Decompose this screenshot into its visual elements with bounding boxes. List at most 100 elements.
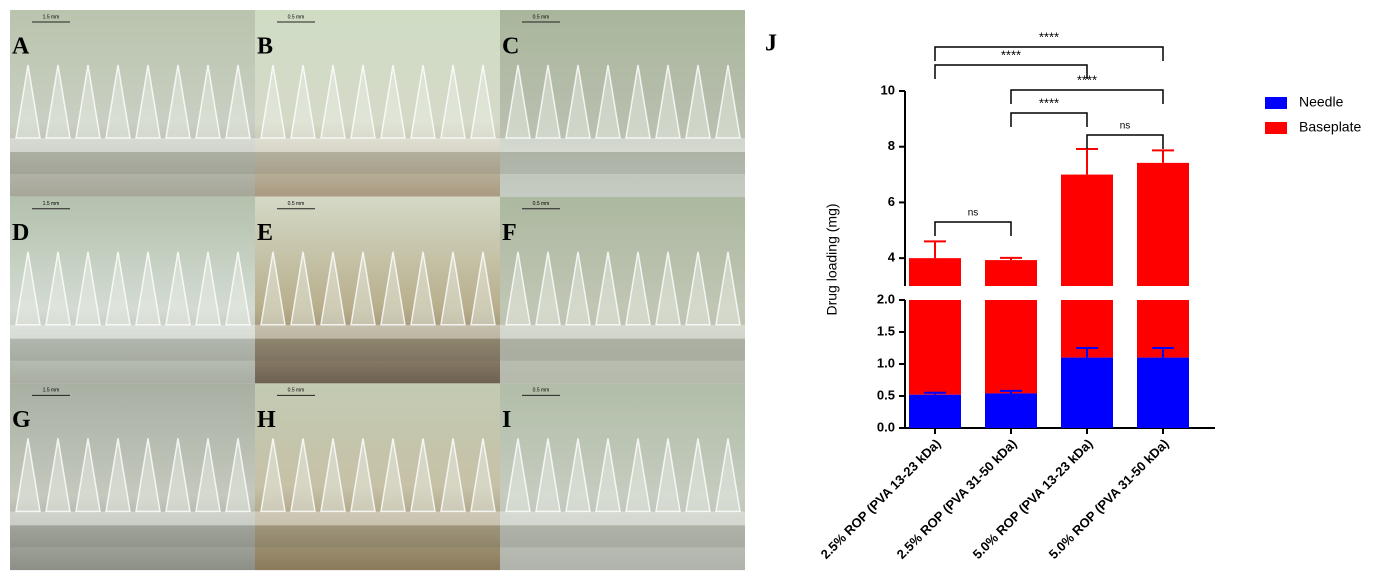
needle-shape xyxy=(15,64,41,139)
bar-segment xyxy=(985,300,1037,394)
scale-bar-label: 0.5 mm xyxy=(288,14,305,20)
significance-label: ns xyxy=(968,208,979,219)
legend-label: Needle xyxy=(1299,94,1344,110)
bar-segment xyxy=(985,393,1037,428)
baseplate-band xyxy=(10,324,255,339)
shadow-band xyxy=(500,525,745,548)
needle-shape xyxy=(135,438,161,513)
error-bar xyxy=(1000,389,1022,394)
needle-shape xyxy=(75,64,101,139)
shadow-band xyxy=(255,338,500,361)
x-tick-label: 2.5% ROP (PVA 31-50 kDa) xyxy=(894,436,1020,562)
needle-shape xyxy=(350,64,376,139)
chart: J 0.0 0.5 1.0 1.5 2.0 4 6 8 10 Drug loading (mg) 2.… xyxy=(765,29,1361,561)
error-bar xyxy=(924,240,946,259)
baseplate-band xyxy=(10,511,255,526)
panel-label: B xyxy=(257,34,273,60)
y-tick-label: 2.0 xyxy=(877,291,895,306)
needle-shape xyxy=(715,251,741,326)
needle-shape xyxy=(535,64,561,139)
needle-shape xyxy=(625,251,651,326)
shadow-band xyxy=(500,152,745,174)
needle-shape xyxy=(75,438,101,513)
needle-shape xyxy=(565,251,591,326)
photo-panel: 0.5 mm I xyxy=(500,383,745,571)
needle-shape xyxy=(715,64,741,139)
baseplate-band xyxy=(500,511,745,526)
y-tick-label: 6 xyxy=(888,194,895,209)
needle-shape xyxy=(655,251,681,326)
needle-shape xyxy=(685,64,711,139)
x-tick-label: 5.0% ROP (PVA 13-23 kDa) xyxy=(970,436,1096,562)
needle-shape xyxy=(225,251,251,326)
needle-shape xyxy=(595,438,621,513)
photo-panel: 0.5 mm B xyxy=(255,10,500,197)
bar-segment xyxy=(1137,357,1189,428)
photo-panel: 1.5 mm G xyxy=(10,383,255,571)
needle-shape xyxy=(535,251,561,326)
needle-shape xyxy=(350,438,376,513)
needle-shape xyxy=(260,64,286,139)
shadow-band xyxy=(255,152,500,174)
needle-shape xyxy=(505,438,531,513)
bar-segment xyxy=(909,300,961,395)
scale-bar-label: 0.5 mm xyxy=(288,201,305,207)
needle-shape xyxy=(320,251,346,326)
panel-label: G xyxy=(12,407,31,433)
bar-segment xyxy=(1061,174,1113,286)
photo-panel: 0.5 mm E xyxy=(255,196,500,384)
significance-label: ns xyxy=(1120,121,1131,132)
needle-shape xyxy=(505,251,531,326)
scale-bar-label: 1.5 mm xyxy=(43,388,60,394)
scale-bar-label: 0.5 mm xyxy=(533,201,550,207)
needle-shape xyxy=(15,251,41,326)
error-bar xyxy=(1076,147,1098,175)
needle-shape xyxy=(260,438,286,513)
shadow-band xyxy=(500,338,745,361)
needle-shape xyxy=(625,64,651,139)
needle-shape xyxy=(470,251,496,326)
baseplate-band xyxy=(500,138,745,152)
needle-shape xyxy=(135,64,161,139)
needle-shape xyxy=(655,64,681,139)
significance-bracket xyxy=(934,46,1164,61)
y-tick-label: 1.0 xyxy=(877,355,895,370)
needle-shape xyxy=(45,251,71,326)
needle-shape xyxy=(535,438,561,513)
y-tick-label: 10 xyxy=(881,82,895,97)
needle-shape xyxy=(260,251,286,326)
needle-shape xyxy=(440,251,466,326)
scale-bar-label: 0.5 mm xyxy=(288,388,305,394)
panel-label: A xyxy=(12,34,30,60)
error-bar xyxy=(1076,347,1098,358)
significance-bracket xyxy=(1010,112,1088,127)
needle-shape xyxy=(440,64,466,139)
y-tick-label: 0.0 xyxy=(877,419,895,434)
panel-label: J xyxy=(765,31,777,57)
legend-label: Baseplate xyxy=(1299,119,1361,135)
needle-shape xyxy=(75,251,101,326)
significance-bracket xyxy=(1010,89,1164,104)
needle-shape xyxy=(15,438,41,513)
x-tick-label: 5.0% ROP (PVA 31-50 kDa) xyxy=(1046,436,1172,562)
bar-segment xyxy=(1137,162,1189,286)
shadow-band xyxy=(10,338,255,361)
needle-shape xyxy=(45,64,71,139)
panel-label: H xyxy=(257,407,276,433)
bar-segment xyxy=(909,394,961,428)
baseplate-band xyxy=(10,138,255,152)
panel-label: F xyxy=(502,220,517,246)
error-bar xyxy=(1152,347,1174,358)
needle-shape xyxy=(595,64,621,139)
significance-label: **** xyxy=(1001,47,1021,62)
needle-shape xyxy=(470,64,496,139)
needle-shape xyxy=(225,64,251,139)
needle-shape xyxy=(565,438,591,513)
panel-label: E xyxy=(257,220,273,246)
photo-panel: 0.5 mm C xyxy=(500,10,745,197)
needle-shape xyxy=(470,438,496,513)
needle-shape xyxy=(105,251,131,326)
legend-swatch xyxy=(1265,122,1287,134)
